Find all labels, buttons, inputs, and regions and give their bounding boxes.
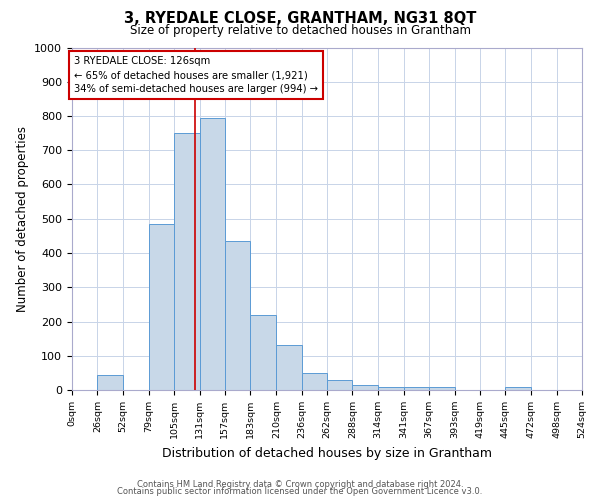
Bar <box>352 385 377 390</box>
Bar <box>225 241 250 390</box>
Bar <box>302 373 327 390</box>
Bar <box>404 386 429 390</box>
Bar <box>174 133 200 390</box>
Text: Contains public sector information licensed under the Open Government Licence v3: Contains public sector information licen… <box>118 488 482 496</box>
Bar <box>250 314 277 390</box>
Text: 3 RYEDALE CLOSE: 126sqm
← 65% of detached houses are smaller (1,921)
34% of semi: 3 RYEDALE CLOSE: 126sqm ← 65% of detache… <box>74 56 318 94</box>
Bar <box>429 388 455 390</box>
Text: Contains HM Land Registry data © Crown copyright and database right 2024.: Contains HM Land Registry data © Crown c… <box>137 480 463 489</box>
Text: 3, RYEDALE CLOSE, GRANTHAM, NG31 8QT: 3, RYEDALE CLOSE, GRANTHAM, NG31 8QT <box>124 11 476 26</box>
Bar <box>149 224 174 390</box>
Bar <box>327 380 352 390</box>
Bar <box>377 386 404 390</box>
Text: Size of property relative to detached houses in Grantham: Size of property relative to detached ho… <box>130 24 470 37</box>
Bar <box>199 118 225 390</box>
X-axis label: Distribution of detached houses by size in Grantham: Distribution of detached houses by size … <box>162 446 492 460</box>
Bar <box>505 388 532 390</box>
Bar <box>277 346 302 390</box>
Bar <box>97 374 122 390</box>
Y-axis label: Number of detached properties: Number of detached properties <box>16 126 29 312</box>
